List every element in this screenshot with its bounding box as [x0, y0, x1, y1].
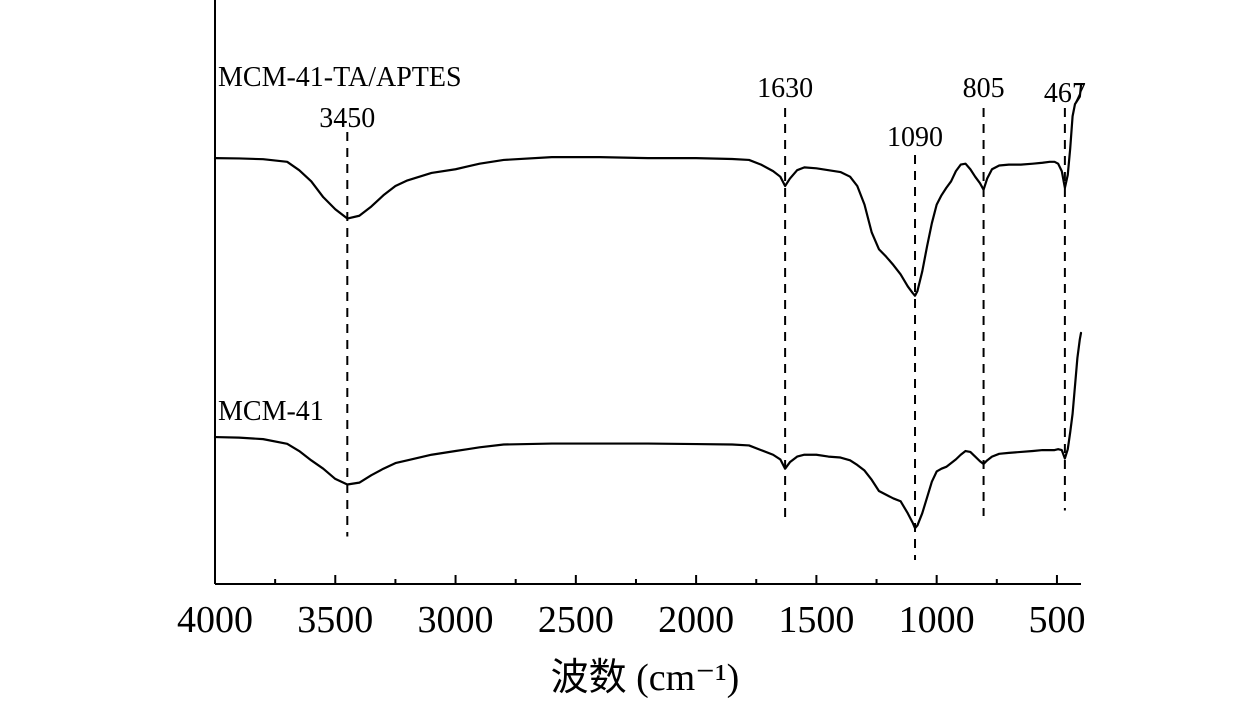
x-tick-label: 1500: [778, 599, 854, 641]
x-tick-label: 1000: [899, 599, 975, 641]
x-tick-label: 4000: [177, 599, 253, 641]
series-label-mcm41-ta-aptes: MCM-41-TA/APTES: [218, 62, 462, 93]
x-tick-label: 3000: [418, 599, 494, 641]
series-line-0: [213, 84, 1083, 297]
annotations: 3450 1630 1090 805 467 MCM-41-TA/APTES MCM-41: [218, 62, 1086, 427]
spectra: [213, 84, 1083, 530]
x-tick-label: 3500: [297, 599, 373, 641]
peak-label: 805: [963, 73, 1005, 104]
peak-label: 467: [1044, 78, 1086, 109]
series-line-1: [213, 331, 1083, 530]
peak-label: 1090: [887, 122, 943, 153]
x-ticks: 4000 3500 3000 2500 2000 1500 1000 500: [177, 575, 1085, 641]
x-axis-label: 波数 (cm⁻¹): [551, 657, 740, 699]
series-label-mcm41: MCM-41: [218, 396, 324, 427]
x-tick-label: 2000: [658, 599, 734, 641]
axes: 4000 3500 3000 2500 2000 1500 1000 500: [177, 0, 1085, 641]
peak-label: 3450: [319, 103, 375, 134]
x-tick-label: 500: [1028, 599, 1085, 641]
x-tick-label: 2500: [538, 599, 614, 641]
peak-markers: [346, 108, 1066, 560]
peak-label: 1630: [757, 73, 813, 104]
